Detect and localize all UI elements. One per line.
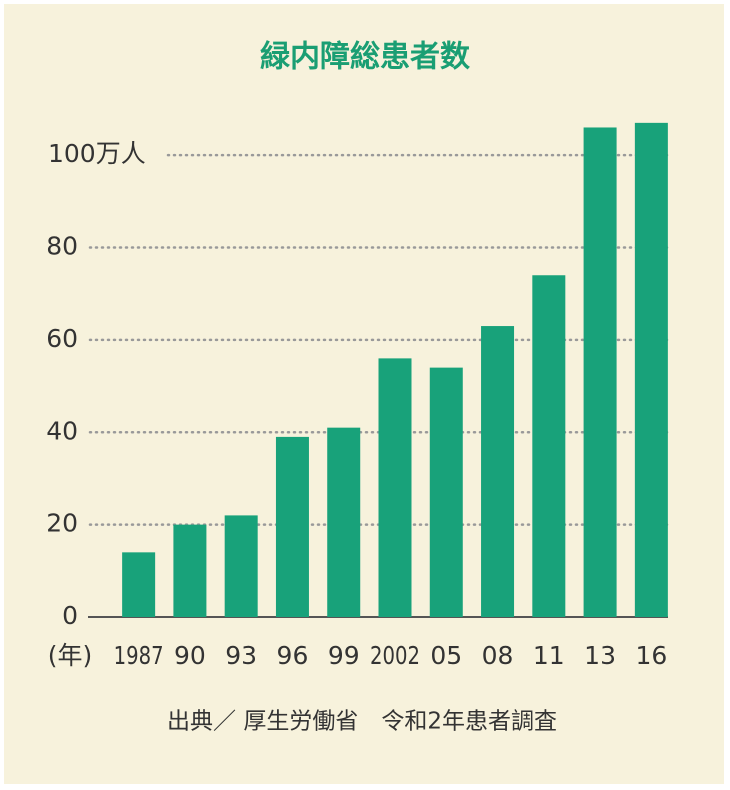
x-tick-label: 13 (584, 641, 616, 670)
chart-title: 緑内障総患者数 (260, 40, 471, 75)
x-tick-label: 90 (174, 641, 206, 670)
x-tick-label: 1987 (114, 641, 164, 670)
y-tick-label: 0 (62, 601, 78, 630)
bar (378, 358, 412, 617)
y-tick-label: 100万人 (48, 139, 146, 168)
bar (429, 367, 463, 617)
bar (532, 275, 566, 617)
bar (122, 552, 156, 617)
x-tick-label: 2002 (370, 641, 420, 670)
bar (481, 326, 515, 617)
y-tick-label: 20 (46, 509, 78, 538)
x-tick-label: 96 (277, 641, 309, 670)
bar (224, 515, 258, 617)
bar (583, 127, 617, 618)
x-tick-label: 16 (635, 641, 667, 670)
x-tick-label: 08 (482, 641, 514, 670)
bar (327, 427, 361, 617)
x-tick-label: 99 (328, 641, 360, 670)
source: 出典／ 厚生労働省 令和2年患者調査 (167, 709, 557, 735)
bar (173, 524, 207, 617)
x-axis-label: (年) (48, 641, 93, 670)
x-tick-label: 93 (225, 641, 257, 670)
y-tick-label: 80 (46, 232, 78, 261)
x-tick-label: 11 (533, 641, 565, 670)
y-tick-label: 60 (46, 324, 78, 353)
bar (275, 436, 309, 617)
y-tick-label: 40 (46, 416, 78, 445)
bar (634, 122, 668, 617)
x-tick-label: 05 (430, 641, 462, 670)
